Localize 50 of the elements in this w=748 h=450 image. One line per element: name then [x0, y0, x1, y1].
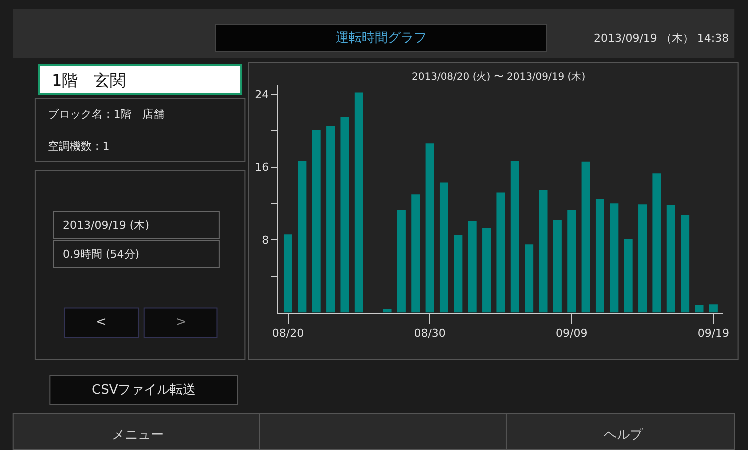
bar: [681, 215, 690, 313]
chart-title: 運転時間グラフ: [336, 31, 427, 46]
text: CSVファイル転送: [92, 383, 196, 398]
bar: [624, 239, 633, 313]
text: ヘルプ: [604, 428, 644, 443]
text: 2013/09/19 （木） 14:38: [594, 32, 730, 45]
y-tick-label: 24: [255, 88, 270, 102]
bar: [652, 174, 662, 313]
x-tick-label: 09/09: [556, 326, 588, 340]
bar: [666, 205, 676, 313]
text: <: [96, 315, 107, 330]
bar: [298, 160, 307, 313]
bar: [695, 305, 704, 313]
bar: [468, 220, 477, 313]
bar: [496, 192, 506, 313]
text: >: [176, 315, 187, 330]
x-tick-label: 08/30: [414, 326, 446, 340]
text: メニュー: [112, 428, 164, 443]
x-tick-label: 08/20: [272, 326, 304, 340]
x-tick-label: 09/19: [698, 326, 730, 340]
bar: [312, 130, 321, 313]
bar: [582, 162, 590, 313]
bar: [383, 309, 392, 313]
bar: [482, 228, 492, 313]
bar: [610, 204, 619, 313]
y-tick-label: 8: [262, 234, 270, 247]
bar: [638, 204, 648, 313]
bar: [284, 234, 292, 313]
y-tick-label: 16: [255, 161, 270, 174]
bar: [397, 210, 406, 313]
bar: [412, 194, 420, 313]
bar: [440, 182, 448, 313]
bar: [426, 144, 434, 313]
bar: [354, 92, 364, 313]
bar: [709, 304, 718, 313]
text: ブロック名 : 1階 店舗: [48, 108, 165, 121]
bar: [539, 190, 548, 313]
bar: [568, 210, 576, 313]
bar: [454, 235, 463, 313]
bar: [553, 220, 562, 313]
bar: [326, 126, 336, 313]
bar: [525, 244, 534, 313]
bar: [596, 199, 604, 313]
text: 空調機数 : 1: [48, 140, 110, 153]
bar: [510, 160, 520, 313]
chart-subtitle: 2013/08/20 (火) 〜 2013/09/19 (木): [412, 71, 586, 83]
text: 2013/09/19 (木): [63, 219, 150, 232]
text: 1階 玄関: [52, 71, 126, 90]
text: 0.9時間 (54分): [63, 248, 140, 261]
bar: [340, 117, 350, 313]
